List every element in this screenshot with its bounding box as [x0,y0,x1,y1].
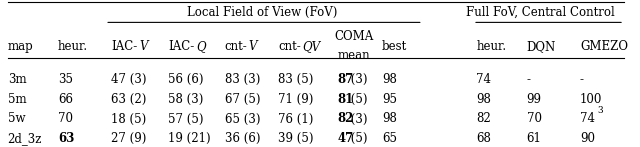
Text: 58 (3): 58 (3) [168,93,204,106]
Text: Full FoV, Central Control: Full FoV, Central Control [467,6,615,19]
Text: heur.: heur. [58,40,88,53]
Text: cnt-: cnt- [278,40,301,53]
Text: 76 (1): 76 (1) [278,112,314,126]
Text: 19 (21): 19 (21) [168,132,211,145]
Text: 70: 70 [527,112,541,126]
Text: 68: 68 [476,132,491,145]
Text: 98: 98 [382,73,397,86]
Text: COMA: COMA [334,30,373,43]
Text: DQN: DQN [527,40,556,53]
Text: 56 (6): 56 (6) [168,73,204,86]
Text: 95: 95 [382,93,397,106]
Text: 61: 61 [527,132,541,145]
Text: -: - [580,73,584,86]
Text: Local Field of View (FoV): Local Field of View (FoV) [187,6,337,19]
Text: 2d_3z: 2d_3z [8,132,42,145]
Text: 63 (2): 63 (2) [111,93,147,106]
Text: (5): (5) [347,93,367,106]
Text: mean: mean [337,50,370,62]
Text: 82: 82 [338,112,354,126]
Text: (3): (3) [347,73,367,86]
Text: 74: 74 [476,73,492,86]
Text: 87: 87 [338,73,354,86]
Text: 65: 65 [382,132,397,145]
Text: 99: 99 [527,93,541,106]
Text: (5): (5) [347,132,367,145]
Text: QV: QV [302,40,320,53]
Text: 27 (9): 27 (9) [111,132,147,145]
Text: V: V [248,40,257,53]
Text: 83 (5): 83 (5) [278,73,314,86]
Text: 18 (5): 18 (5) [111,112,147,126]
Text: 36 (6): 36 (6) [225,132,260,145]
Text: IAC-: IAC- [168,40,195,53]
Text: 71 (9): 71 (9) [278,93,314,106]
Text: heur.: heur. [476,40,506,53]
Text: 90: 90 [580,132,595,145]
Text: Q: Q [196,40,206,53]
Text: 57 (5): 57 (5) [168,112,204,126]
Text: 70: 70 [58,112,73,126]
Text: 47: 47 [338,132,354,145]
Text: IAC-: IAC- [111,40,138,53]
Text: (3): (3) [347,112,367,126]
Text: 98: 98 [382,112,397,126]
Text: 35: 35 [58,73,73,86]
Text: 3: 3 [598,106,604,115]
Text: 83 (3): 83 (3) [225,73,260,86]
Text: 82: 82 [476,112,491,126]
Text: 74: 74 [580,112,595,126]
Text: 39 (5): 39 (5) [278,132,314,145]
Text: 81: 81 [338,93,354,106]
Text: GMEZO: GMEZO [580,40,628,53]
Text: V: V [140,40,148,53]
Text: cnt-: cnt- [225,40,248,53]
Text: 65 (3): 65 (3) [225,112,260,126]
Text: 47 (3): 47 (3) [111,73,147,86]
Text: 66: 66 [58,93,73,106]
Text: -: - [527,73,531,86]
Text: 63: 63 [58,132,74,145]
Text: best: best [382,40,407,53]
Text: 5w: 5w [8,112,25,126]
Text: map: map [8,40,33,53]
Text: 100: 100 [580,93,602,106]
Text: 5m: 5m [8,93,26,106]
Text: 3m: 3m [8,73,26,86]
Text: 98: 98 [476,93,491,106]
Text: 67 (5): 67 (5) [225,93,260,106]
